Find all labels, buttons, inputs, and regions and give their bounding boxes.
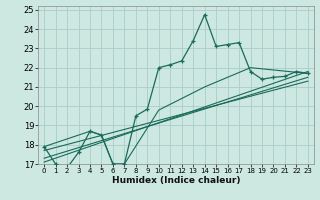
X-axis label: Humidex (Indice chaleur): Humidex (Indice chaleur) bbox=[112, 176, 240, 185]
